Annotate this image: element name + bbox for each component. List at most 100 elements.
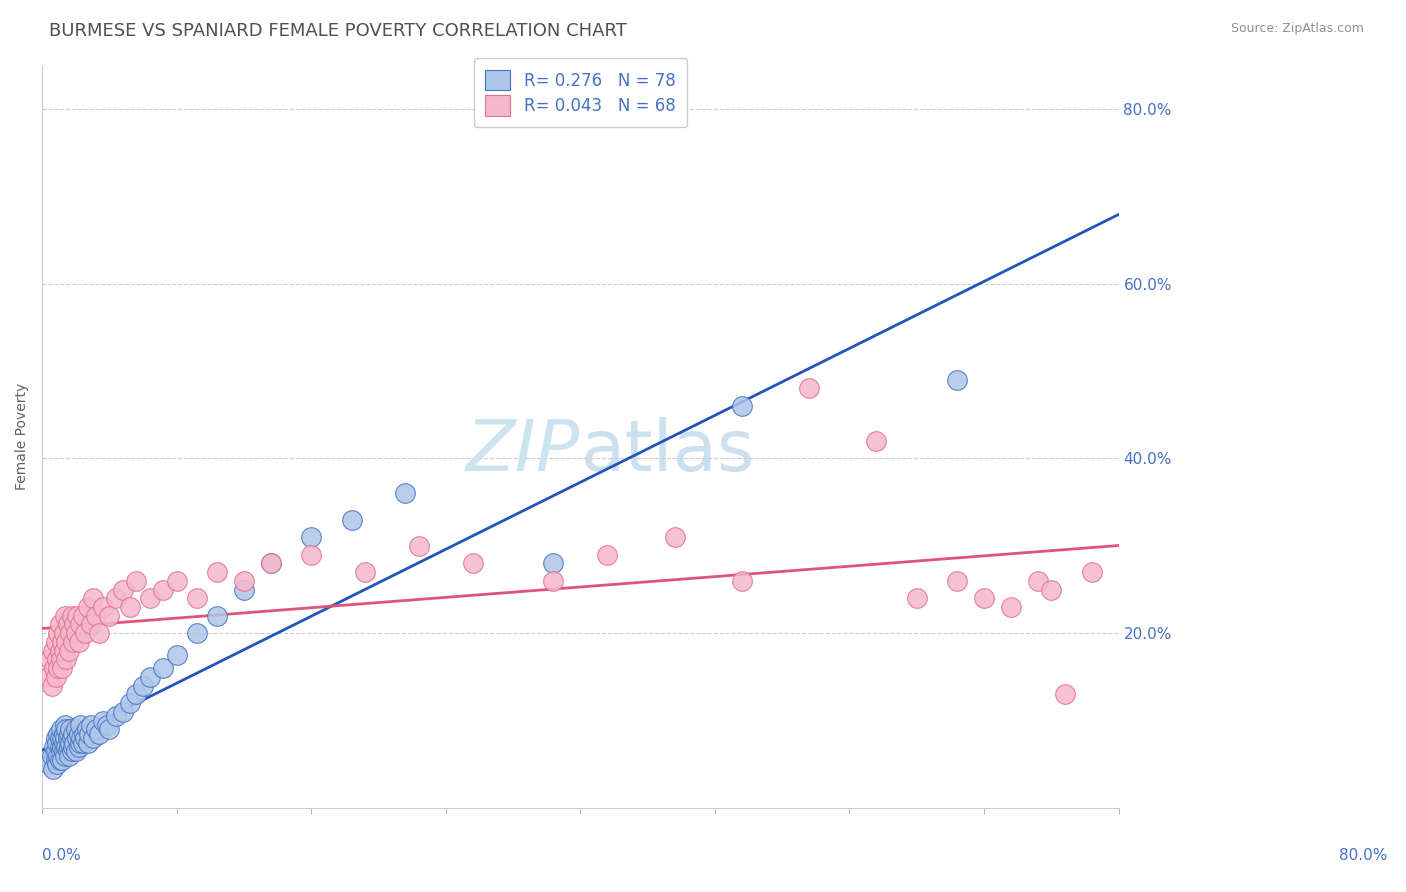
Point [797,381,820,395]
Point [62,739,84,754]
Point [139,591,162,606]
Point [55,739,77,754]
Point [49,723,72,737]
Point [51,739,73,754]
Point [543,557,565,571]
Point [46,735,69,749]
Point [66,608,89,623]
Point [186,591,208,606]
Point [1026,574,1049,588]
Text: ZIP: ZIP [465,417,581,486]
Point [48,739,70,754]
Point [63,617,86,632]
Point [51,753,73,767]
Point [51,731,73,746]
Point [1080,565,1102,579]
Point [260,557,283,571]
Point [60,731,83,746]
Point [69,735,91,749]
Point [42,644,65,658]
Point [394,486,416,500]
Point [48,617,70,632]
Point [63,735,86,749]
Point [48,753,70,767]
Point [72,608,94,623]
Point [70,731,93,746]
Point [69,718,91,732]
Point [132,679,155,693]
Point [79,718,101,732]
Text: BURMESE VS SPANIARD FEMALE POVERTY CORRELATION CHART: BURMESE VS SPANIARD FEMALE POVERTY CORRE… [49,22,627,40]
Point [139,670,162,684]
Point [84,608,107,623]
Point [53,748,76,763]
Point [56,617,79,632]
Point [67,727,90,741]
Point [1000,600,1022,615]
Point [125,574,148,588]
Point [62,635,84,649]
Point [299,548,322,562]
Point [66,731,89,746]
Point [596,548,619,562]
Point [87,626,110,640]
Point [75,731,97,746]
Point [946,373,969,387]
Point [67,635,90,649]
Point [46,727,69,741]
Point [45,635,67,649]
Point [91,714,114,728]
Point [46,652,69,666]
Point [87,727,110,741]
Text: 0.0%: 0.0% [42,848,82,863]
Text: 80.0%: 80.0% [1340,848,1388,863]
Legend: R= 0.276   N = 78, R= 0.043   N = 68: R= 0.276 N = 78, R= 0.043 N = 68 [474,59,688,128]
Point [111,705,134,719]
Point [260,557,283,571]
Point [41,748,63,763]
Point [45,753,67,767]
Point [59,735,82,749]
Point [973,591,995,606]
Point [79,617,101,632]
Point [42,762,65,776]
Point [96,718,118,732]
Point [45,670,67,684]
Point [125,688,148,702]
Text: atlas: atlas [581,417,755,486]
Point [865,434,887,448]
Point [59,723,82,737]
Point [186,626,208,640]
Point [82,591,104,606]
Point [41,679,63,693]
Point [44,739,66,754]
Point [152,582,174,597]
Point [44,661,66,675]
Y-axis label: Female Poverty: Female Poverty [15,383,30,491]
Point [51,661,73,675]
Point [65,723,87,737]
Text: Source: ZipAtlas.com: Source: ZipAtlas.com [1230,22,1364,36]
Point [152,661,174,675]
Point [98,723,121,737]
Point [58,739,80,754]
Point [39,652,62,666]
Point [56,744,79,758]
Point [52,744,75,758]
Point [731,399,754,413]
Point [60,744,83,758]
Point [58,644,80,658]
Point [461,557,484,571]
Point [48,731,70,746]
Point [52,626,75,640]
Point [53,608,76,623]
Point [98,608,121,623]
Point [46,757,69,772]
Point [105,591,128,606]
Point [73,727,96,741]
Point [91,600,114,615]
Point [69,617,91,632]
Point [105,709,128,723]
Point [166,648,188,662]
Point [58,727,80,741]
